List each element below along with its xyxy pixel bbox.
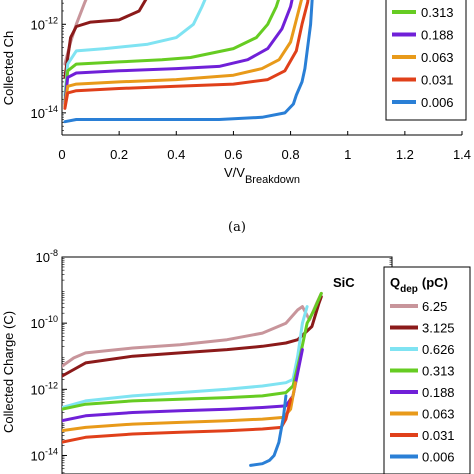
- tick-base: 10: [36, 250, 50, 265]
- y-axis-label-a: Collected Ch: [1, 31, 16, 105]
- legend-label-a: 0.313: [421, 5, 454, 20]
- legend-title-unit: (pC): [422, 275, 448, 290]
- legend-label-b: 0.063: [422, 407, 455, 422]
- x-tick-label-a: 0.4: [167, 147, 185, 162]
- tick-exponent: -14: [45, 104, 58, 114]
- y-tick-label-b: 10-10: [31, 314, 58, 331]
- tick-base: 10: [31, 316, 45, 331]
- tick-exponent: -14: [45, 446, 58, 456]
- legend-label-b: 0.006: [422, 450, 455, 465]
- tick-exponent: -10: [45, 314, 58, 324]
- series-line-3_125: [63, 0, 148, 79]
- tick-exponent: -8: [50, 248, 58, 258]
- tick-base: 10: [31, 17, 45, 32]
- legend-label-b: 0.313: [422, 364, 455, 379]
- legend-title-main: Q: [390, 275, 400, 290]
- series-line-b-0_006: [249, 394, 288, 467]
- plot-area-b: [61, 256, 393, 474]
- x-tick-label-a: 0: [58, 147, 65, 162]
- x-tick-label-a: 1.2: [396, 147, 414, 162]
- y-tick-label-a: 10-14: [31, 104, 58, 121]
- legend-label-a: 0.031: [421, 73, 454, 88]
- legend-title-sub: dep: [400, 284, 418, 295]
- series-line-b-3_125: [62, 295, 323, 378]
- legend-b: Qdep (pC) 6.25 3.125 0.626 0.313 0.188 0.063 0.0…: [383, 266, 471, 474]
- x-tick-label-a: 0.6: [224, 147, 242, 162]
- tick-base: 10: [31, 382, 45, 397]
- y-axis-label-b: Collected Charge (C): [1, 311, 16, 433]
- y-tick-label-a: 10-12: [31, 15, 58, 32]
- x-axis-label-a: V/VBreakdown: [224, 165, 300, 186]
- legend-a: 0.313 0.188 0.063 0.031 0.006: [385, 0, 467, 121]
- legend-label-b: 0.031: [422, 428, 455, 443]
- legend-title: Qdep (pC): [390, 275, 448, 295]
- series-line-0_626: [63, 0, 207, 97]
- series-line-0_313: [63, 0, 281, 104]
- series-line-0_063: [63, 0, 303, 108]
- y-tick-label-b: 10-8: [36, 248, 58, 265]
- tick-exponent: -12: [45, 15, 58, 25]
- panel-a: 0 0.2 0.4 0.6 0.8 1 1.2 1.410-1210-140.3130.188…: [1, 0, 471, 235]
- y-tick-label-b: 10-14: [31, 446, 58, 463]
- x-tick-label-a: 1.4: [453, 147, 471, 162]
- legend-label-a: 0.063: [421, 50, 454, 65]
- x-tick-label-a: 0.8: [282, 147, 300, 162]
- legend-label-b: 3.125: [422, 321, 455, 336]
- series-line-0_031: [63, 0, 310, 110]
- caption-a: (a): [228, 220, 246, 235]
- legend-label-b: 6.25: [422, 299, 447, 314]
- series-line-b-0_031: [62, 397, 293, 444]
- y-tick-label-b: 10-12: [31, 380, 58, 397]
- legend-label-a: 0.188: [421, 28, 454, 43]
- tick-base: 10: [31, 448, 45, 463]
- x-label-main: V/V: [224, 165, 245, 180]
- series-line-b-0_313: [62, 291, 323, 411]
- x-label-sub: Breakdown: [245, 174, 300, 186]
- tick-base: 10: [31, 106, 45, 121]
- tick-exponent: -12: [45, 380, 58, 390]
- series-group-b: [62, 291, 323, 467]
- legend-label-b: 0.188: [422, 385, 455, 400]
- series-group-a: [63, 0, 314, 124]
- x-tick-label-a: 1: [344, 147, 351, 162]
- series-line-b-0_626: [62, 305, 309, 409]
- material-annotation: SiC: [333, 275, 355, 290]
- legend-label-a: 0.006: [421, 95, 454, 110]
- x-tick-label-a: 0.2: [110, 147, 128, 162]
- series-line-0_006: [63, 0, 314, 124]
- series-line-0_188: [63, 0, 294, 106]
- legend-label-b: 0.626: [422, 342, 455, 357]
